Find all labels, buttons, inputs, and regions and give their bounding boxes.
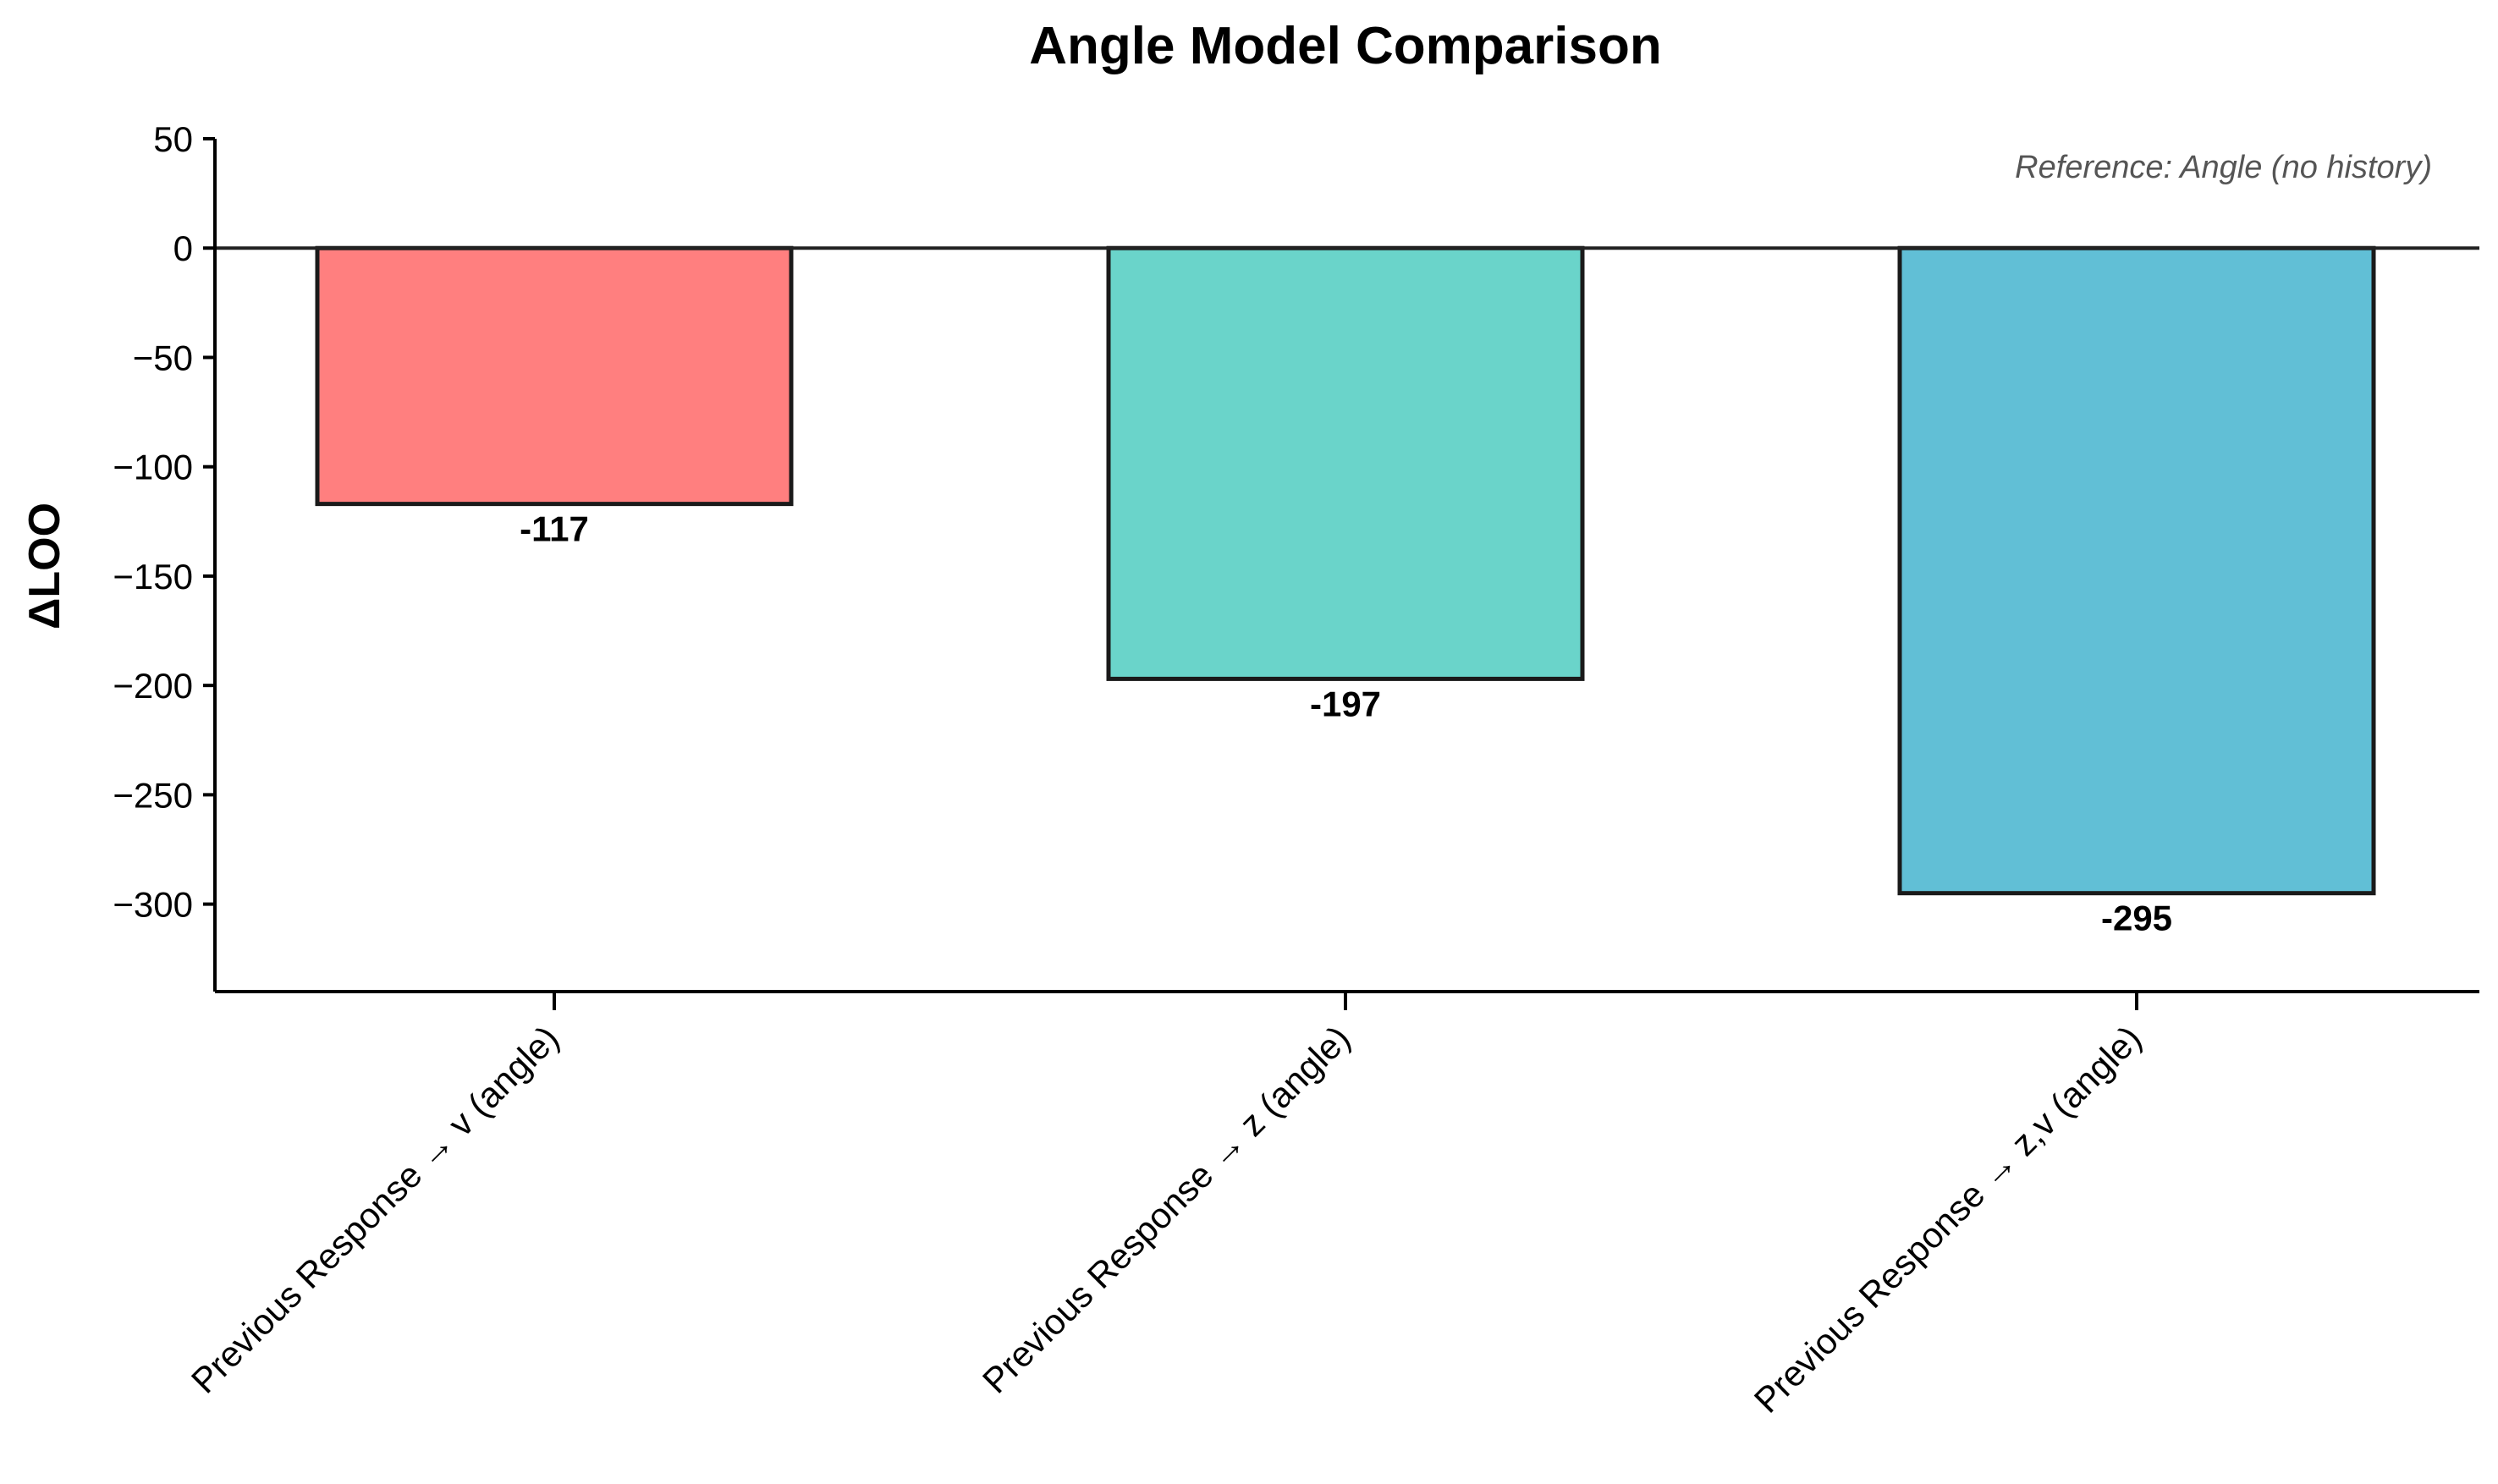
bar xyxy=(315,245,794,507)
data-labels: -117 -197 -295 xyxy=(520,509,2172,938)
bar xyxy=(1897,245,2376,896)
y-tick-label: 0 xyxy=(173,228,193,268)
x-category-label: Previous Response → z (angle) xyxy=(975,1018,1358,1401)
y-tick-label: −50 xyxy=(133,338,193,377)
y-tick-label: −300 xyxy=(113,885,193,925)
y-axis-label: ΔLOO xyxy=(20,503,69,629)
y-tick-label: 50 xyxy=(153,119,193,159)
y-tick-label: −200 xyxy=(113,666,193,706)
reference-annotation: Reference: Angle (no history) xyxy=(2015,150,2432,185)
y-tick-label: −250 xyxy=(113,775,193,815)
bar xyxy=(1106,245,1585,681)
x-category-label: Previous Response → v (angle) xyxy=(184,1018,567,1401)
bar-value-label: -197 xyxy=(1310,684,1381,723)
x-category-label: Previous Response → z,v (angle) xyxy=(1747,1018,2149,1421)
bar-value-label: -295 xyxy=(2101,899,2172,938)
bars xyxy=(315,245,2376,896)
y-axis-ticks: 50 0 −50 −100 −150 −200 −250 −300 xyxy=(113,119,215,925)
y-tick-label: −100 xyxy=(113,448,193,487)
chart-title: Angle Model Comparison xyxy=(1029,17,1661,75)
bar-value-label: -117 xyxy=(520,509,589,549)
y-tick-label: −150 xyxy=(113,557,193,596)
x-axis-ticks: Previous Response → v (angle) Previous Re… xyxy=(184,992,2149,1421)
